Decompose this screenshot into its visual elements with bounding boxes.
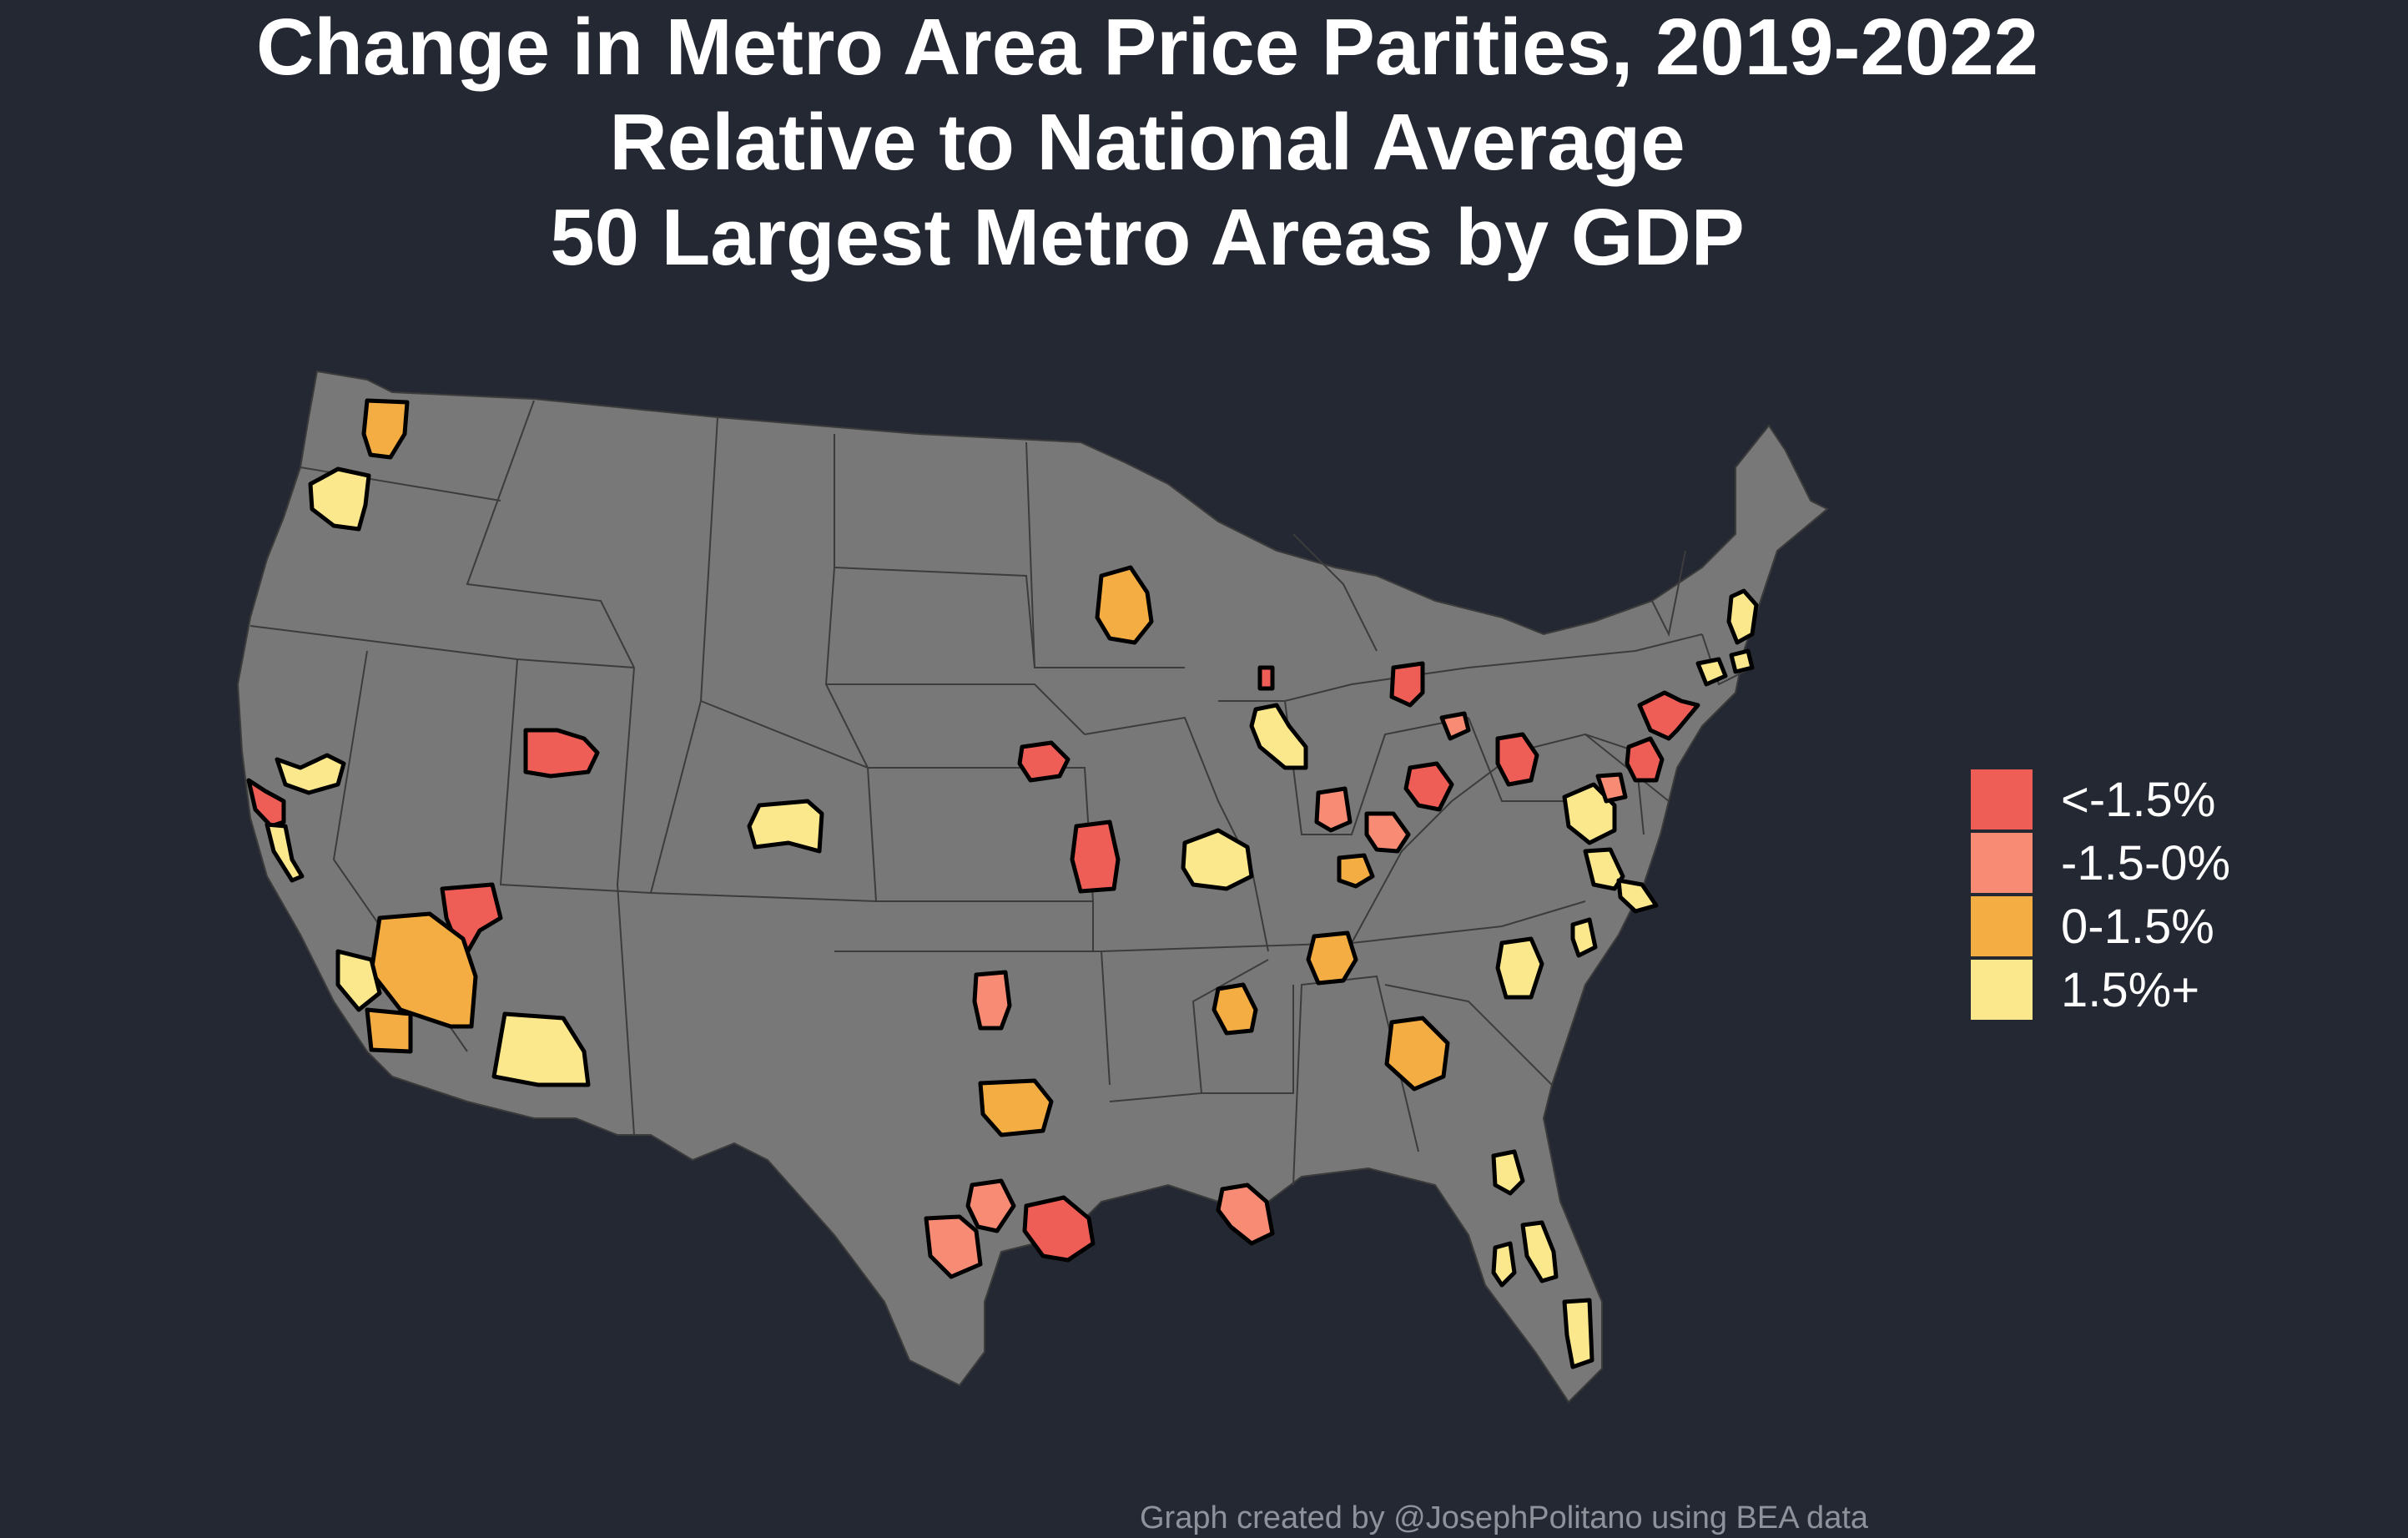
legend-swatch	[1971, 769, 2033, 830]
metro-atlanta	[1384, 1016, 1450, 1092]
metro-virginia-beach	[1616, 878, 1659, 914]
metro-sacramento	[275, 753, 346, 795]
legend-item: <-1.5%	[1971, 768, 2230, 831]
metro-hartford	[1695, 657, 1728, 687]
legend-label: 1.5%+	[2061, 962, 2200, 1017]
legend-swatch	[1971, 896, 2033, 956]
metro-areas	[246, 398, 1759, 1369]
metro-chicago	[1249, 703, 1308, 770]
metro-san-francisco	[246, 778, 286, 829]
title-line-2: Relative to National Average	[609, 98, 1685, 187]
us-land	[236, 370, 1829, 1404]
metro-milwaukee	[1257, 665, 1275, 691]
state-border	[834, 567, 1035, 668]
metro-oklahoma-city	[972, 970, 1012, 1031]
metro-new-orleans	[1216, 1182, 1275, 1246]
title-line-3: 50 Largest Metro Areas by GDP	[550, 193, 1745, 282]
legend-item: 0-1.5%	[1971, 895, 2230, 958]
state-border	[1084, 716, 1269, 952]
state-border	[1292, 533, 1378, 652]
legend-label: 0-1.5%	[2061, 899, 2214, 954]
title-line-1: Change in Metro Area Price Parities, 201…	[255, 3, 2039, 92]
metro-new-york	[1637, 690, 1700, 741]
metro-boston	[1726, 588, 1759, 645]
metro-phoenix	[491, 1011, 591, 1087]
metro-denver	[747, 799, 824, 854]
state-border	[1468, 633, 1703, 668]
metro-columbus	[1403, 761, 1454, 812]
metro-washington	[1562, 782, 1617, 845]
state-border	[650, 700, 878, 903]
chart-title: Change in Metro Area Price Parities, 201…	[0, 0, 2295, 285]
metro-raleigh	[1570, 917, 1598, 958]
legend-item: -1.5-0%	[1971, 831, 2230, 895]
metro-los-angeles	[335, 949, 382, 1012]
metro-providence	[1729, 648, 1755, 674]
state-border	[1468, 717, 1569, 802]
legend-label: <-1.5%	[2061, 772, 2216, 827]
metro-baltimore	[1595, 772, 1628, 804]
metro-philadelphia	[1625, 736, 1665, 783]
metro-charlotte	[1495, 936, 1544, 1000]
state-border	[1351, 733, 1670, 944]
state-border	[1025, 441, 1185, 668]
metro-san-diego	[365, 1007, 413, 1054]
state-border	[1651, 550, 1686, 638]
metro-seattle	[361, 398, 410, 460]
metro-san-jose	[264, 822, 305, 883]
state-border	[499, 658, 652, 894]
state-border	[1701, 633, 1753, 686]
metro-cincinnati	[1364, 811, 1411, 854]
state-border	[616, 667, 635, 1136]
metro-portland	[308, 466, 371, 532]
source-caption: Graph created by @JosephPolitano using B…	[1140, 1500, 1869, 1535]
state-border	[1384, 984, 1553, 1086]
state-border	[1201, 985, 1294, 1094]
state-border	[466, 400, 635, 668]
metro-memphis	[1212, 982, 1258, 1036]
state-border	[824, 434, 869, 769]
metro-kansas-city	[1070, 819, 1121, 894]
metro-miami	[1562, 1298, 1594, 1369]
metro-orlando	[1520, 1220, 1559, 1283]
state-border	[826, 683, 1086, 735]
metro-houston	[1022, 1195, 1096, 1263]
state-borders	[249, 400, 1753, 1186]
metro-omaha	[1017, 740, 1071, 783]
metro-pittsburgh	[1495, 732, 1539, 787]
metro-indianapolis	[1314, 786, 1353, 833]
metro-minneapolis	[1095, 565, 1154, 645]
legend-swatch	[1971, 833, 2033, 893]
metro-jacksonville	[1491, 1149, 1525, 1196]
metro-austin	[965, 1178, 1016, 1233]
state-border	[1284, 700, 1469, 835]
metro-riverside	[369, 911, 478, 1029]
metro-salt-lake-city	[523, 728, 600, 779]
metro-dallas	[978, 1078, 1054, 1137]
metro-louisville	[1337, 853, 1375, 889]
metro-cleveland	[1439, 711, 1471, 741]
legend-swatch	[1971, 960, 2033, 1020]
metro-nashville	[1306, 930, 1358, 986]
metro-st-louis	[1181, 828, 1254, 891]
state-border	[1101, 900, 1586, 952]
legend-label: -1.5-0%	[2061, 835, 2231, 890]
legend: <-1.5% -1.5-0% 0-1.5% 1.5%+	[1971, 768, 2230, 1021]
metro-san-antonio	[924, 1214, 983, 1279]
state-border	[1109, 959, 1269, 1102]
metro-tampa	[1491, 1241, 1517, 1288]
legend-item: 1.5%+	[1971, 958, 2230, 1021]
metro-detroit	[1389, 661, 1425, 708]
